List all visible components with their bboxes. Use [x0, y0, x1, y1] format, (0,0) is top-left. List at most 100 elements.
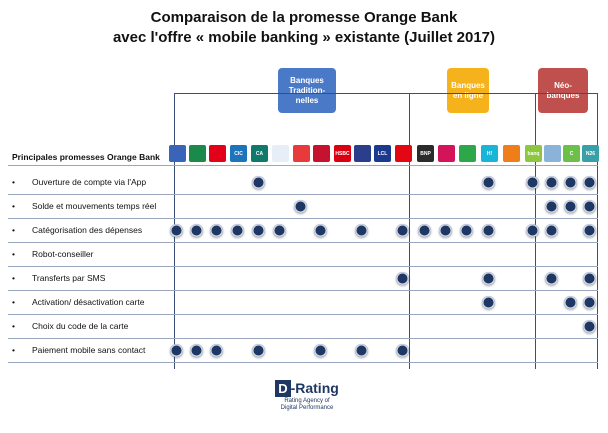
- row-label: • Catégorisation des dépenses: [12, 219, 142, 241]
- feature-dot: [396, 344, 409, 357]
- feature-dot: [252, 344, 265, 357]
- bank-logo-18: [544, 145, 561, 162]
- drating-d: D: [275, 380, 291, 397]
- row-label-text: Choix du code de la carte: [32, 321, 129, 331]
- feature-dot: [210, 344, 223, 357]
- bank-logo-20: N26: [582, 145, 599, 162]
- row-label-text: Catégorisation des dépenses: [32, 225, 143, 235]
- row-label: • Ouverture de compte via l'App: [12, 171, 146, 193]
- row-label: • Paiement mobile sans contact: [12, 339, 145, 361]
- row-label: • Activation/ désactivation carte: [12, 291, 144, 313]
- bank-logo-19: C: [563, 145, 580, 162]
- drating-logo: D -Rating Rating Agency of Digital Perfor…: [262, 380, 352, 430]
- feature-dot: [314, 344, 327, 357]
- bank-logo-6: [293, 145, 310, 162]
- feature-dot: [439, 224, 452, 237]
- row-separator: [8, 362, 598, 363]
- bank-logo-7: [313, 145, 330, 162]
- row-label-text: Solde et mouvements temps réel: [32, 201, 157, 211]
- feature-dot: [564, 296, 577, 309]
- row-label: • Solde et mouvements temps réel: [12, 195, 156, 217]
- row-separator: [8, 290, 598, 291]
- feature-dot: [396, 272, 409, 285]
- row-label-text: Activation/ désactivation carte: [32, 297, 145, 307]
- feature-dot: [545, 224, 558, 237]
- bank-logo-14: [459, 145, 476, 162]
- bank-logo-16: [503, 145, 520, 162]
- feature-dot: [482, 272, 495, 285]
- row-bullet: •: [12, 177, 15, 187]
- feature-dot: [252, 224, 265, 237]
- feature-dot: [418, 224, 431, 237]
- feature-dot: [583, 320, 596, 333]
- row-separator: [8, 314, 598, 315]
- row-label-text: Paiement mobile sans contact: [32, 345, 146, 355]
- row-bullet: •: [12, 201, 15, 211]
- feature-dot: [355, 344, 368, 357]
- row-label-text: Transferts par SMS: [32, 273, 106, 283]
- row-separator: [8, 266, 598, 267]
- feature-dot: [190, 344, 203, 357]
- group-label-traditionnelles: Banques Tradition-nelles: [288, 75, 326, 105]
- row-separator: [8, 242, 598, 243]
- feature-dot: [526, 176, 539, 189]
- row-label-text: Robot-conseiller: [32, 249, 94, 259]
- drating-sub-1: Rating Agency of: [284, 398, 330, 404]
- feature-dot: [314, 224, 327, 237]
- feature-dot: [583, 176, 596, 189]
- bank-logo-8: HSBC: [334, 145, 351, 162]
- row-label: • Choix du code de la carte: [12, 315, 128, 337]
- title-line-1: Comparaison de la promesse Orange Bank: [150, 9, 458, 26]
- feature-dot: [545, 200, 558, 213]
- feature-dot: [583, 272, 596, 285]
- drating-sub-2: Digital Performance: [280, 405, 334, 411]
- row-bullet: •: [12, 273, 15, 283]
- feature-dot: [583, 296, 596, 309]
- bank-logo-11: [395, 145, 412, 162]
- group-label-neo: Néo-banques: [546, 80, 580, 100]
- feature-dot: [482, 176, 495, 189]
- feature-dot: [273, 224, 286, 237]
- feature-dot: [252, 176, 265, 189]
- row-label-text: Ouverture de compte via l'App: [32, 177, 147, 187]
- bank-logo-2: [209, 145, 226, 162]
- feature-dot: [355, 224, 368, 237]
- feature-dot: [564, 200, 577, 213]
- bank-logo-9: [354, 145, 371, 162]
- bank-logo-3: CIC: [230, 145, 247, 162]
- title-line-2: avec l'offre « mobile banking » existant…: [112, 29, 496, 46]
- group-label-en-ligne: Banques en ligne: [451, 80, 485, 100]
- feature-dot: [210, 224, 223, 237]
- feature-dot: [396, 224, 409, 237]
- bank-logo-12: BNP: [417, 145, 434, 162]
- row-separator: [8, 218, 598, 219]
- feature-dot: [460, 224, 473, 237]
- comparison-table: Principales promesses Orange Bank CIC CA H…: [8, 93, 599, 369]
- row-bullet: •: [12, 225, 15, 235]
- bank-logo-4: CA: [251, 145, 268, 162]
- row-bullet: •: [12, 345, 15, 355]
- feature-dot: [482, 296, 495, 309]
- feature-dot: [583, 224, 596, 237]
- row-bullet: •: [12, 297, 15, 307]
- bank-logo-0: [169, 145, 186, 162]
- header-label: Principales promesses Orange Bank: [12, 152, 160, 162]
- feature-dot: [564, 176, 577, 189]
- row-separator: [8, 194, 598, 195]
- row-separator: [8, 338, 598, 339]
- row-bullet: •: [12, 321, 15, 331]
- row-label: • Transferts par SMS: [12, 267, 105, 289]
- bank-logo-13: [438, 145, 455, 162]
- feature-dot: [583, 200, 596, 213]
- feature-dot: [545, 176, 558, 189]
- drating-word: -Rating: [290, 380, 339, 396]
- feature-dot: [170, 344, 183, 357]
- feature-dot: [294, 200, 307, 213]
- header-separator: [8, 165, 598, 166]
- bank-logo-17: banq: [525, 145, 542, 162]
- feature-dot: [170, 224, 183, 237]
- feature-dot: [482, 224, 495, 237]
- bank-logo-5: [272, 145, 289, 162]
- group-banques-en-ligne: Banques en ligne: [447, 68, 489, 113]
- bank-logo-10: LCL: [374, 145, 391, 162]
